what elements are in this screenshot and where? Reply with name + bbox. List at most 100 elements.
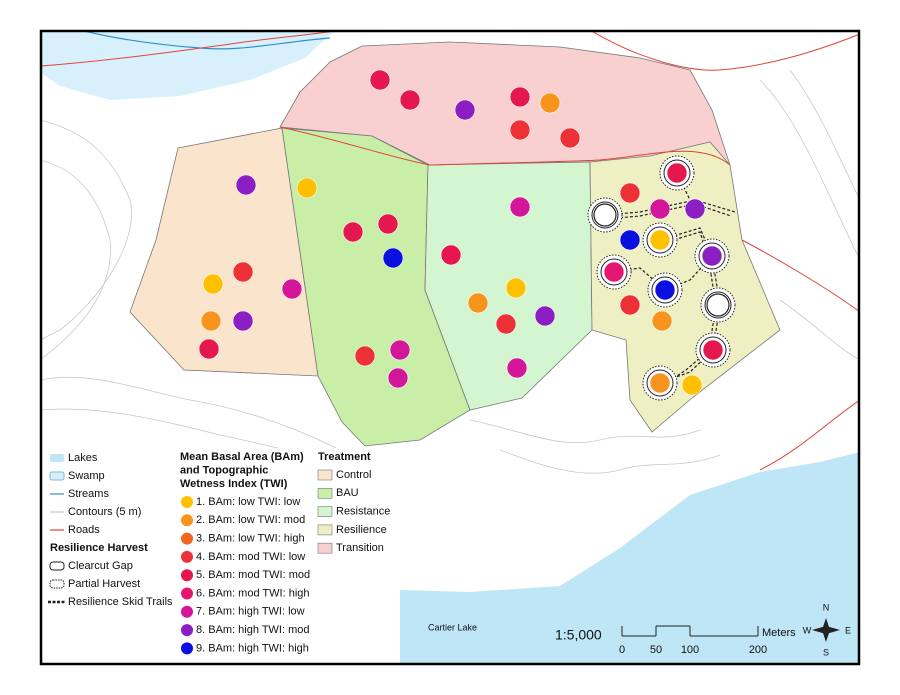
plot [649, 372, 671, 394]
legend-swatch [181, 532, 193, 545]
plots [198, 69, 736, 401]
legend-label: Lakes [68, 452, 98, 464]
partial-harvest-ring [699, 336, 727, 364]
legend-swatch [181, 550, 193, 563]
legend-label: Swamp [68, 470, 105, 482]
plot [377, 213, 399, 235]
plot [649, 198, 671, 220]
legend-swatch [181, 587, 193, 600]
scale-bar-line [622, 625, 758, 637]
legend-label: 8. BAm: high TWI: mod [196, 624, 310, 636]
plot [232, 261, 254, 283]
legend-label: 9. BAm: high TWI: high [196, 642, 309, 654]
scale-unit: Meters [762, 627, 796, 639]
plot [509, 196, 531, 218]
plot [509, 86, 531, 108]
legend-swatch [317, 506, 333, 517]
legend-swatch [181, 569, 193, 582]
legend-swatch [181, 496, 193, 508]
legend-label: 6. BAm: mod TWI: high [196, 587, 310, 599]
map-body: Cartier Lake [42, 32, 858, 663]
plot [534, 305, 556, 327]
partial-harvest-ring [646, 369, 674, 397]
plot [559, 127, 581, 149]
plot [619, 182, 641, 204]
legend-swatch [181, 605, 193, 618]
plot [506, 357, 528, 379]
plot [389, 339, 411, 361]
plot [651, 310, 673, 332]
plot [702, 339, 724, 361]
legend-swatch [317, 542, 333, 554]
plot [232, 310, 254, 332]
legend-swatch [181, 624, 193, 637]
plot [369, 69, 391, 91]
legend-label: 5. BAm: mod TWI: mod [196, 569, 310, 581]
legend-label: Transition [336, 542, 384, 554]
frame [39, 29, 861, 666]
west-label: W [803, 625, 812, 635]
plot [202, 273, 224, 295]
legend-label: 4. BAm: mod TWI: low [196, 551, 305, 563]
plot [399, 89, 421, 111]
plot [235, 174, 257, 196]
legend-swatch [317, 524, 333, 536]
legend-label: Resistance [336, 506, 390, 518]
partial-harvest-ring [704, 291, 732, 319]
legend-heading: Treatment [318, 451, 371, 463]
legend-label: Resilience [336, 524, 387, 536]
plot [387, 367, 409, 389]
plot [198, 338, 220, 360]
scale-ratio: 1:5,000 [555, 627, 602, 643]
plot [200, 310, 222, 332]
plot [382, 247, 404, 269]
partial-harvest-ring [698, 242, 726, 270]
east-label: E [845, 625, 851, 635]
clearcut-gap [706, 293, 730, 317]
plot [649, 229, 671, 251]
plot [701, 245, 723, 267]
plot [467, 292, 489, 314]
plot [654, 279, 676, 301]
scale-bar: 0 50 100 200 Meters [619, 625, 796, 656]
legend-heading: and Topographic [180, 464, 268, 476]
legend-label: Roads [68, 524, 100, 536]
lake-label: Cartier Lake [428, 622, 477, 632]
partial-harvest-ring [600, 258, 628, 286]
legend-swatch [317, 469, 333, 481]
legend-label: Control [336, 469, 371, 481]
swamp [42, 32, 333, 100]
plot [666, 162, 688, 184]
plot [342, 221, 364, 243]
plot [684, 198, 706, 220]
legend-background [42, 448, 398, 663]
plot [454, 99, 476, 121]
legend: Lakes Swamp Streams Contours (5 m) Roads Resi… [48, 451, 390, 655]
north-arrow: N S W E [803, 602, 851, 657]
plot [505, 277, 527, 299]
legend-label: BAU [336, 487, 359, 499]
zone-bau [281, 127, 471, 447]
legend-heading: Resilience Harvest [50, 542, 148, 554]
plot [539, 92, 561, 114]
legend-swatch [181, 642, 193, 655]
legend-label: 1. BAm: low TWI: low [196, 496, 300, 508]
plot [296, 177, 318, 199]
legend-label: Resilience Skid Trails [68, 596, 173, 608]
partial-harvest-ring [663, 159, 691, 187]
legend-swatch [181, 514, 193, 527]
legend-label: Clearcut Gap [68, 560, 133, 572]
plot [619, 294, 641, 316]
north-label: N [823, 602, 830, 612]
plot [509, 119, 531, 141]
plot [603, 261, 625, 283]
partial-harvest-ring [591, 201, 619, 229]
legend-label: 3. BAm: low TWI: high [196, 533, 305, 545]
south-label: S [823, 647, 829, 657]
partial-harvest-ring [651, 276, 679, 304]
plot [440, 244, 462, 266]
legend-swatch [49, 561, 65, 571]
plot [681, 374, 703, 396]
scale-tick-label: 50 [650, 644, 662, 656]
legend-swatch [50, 454, 64, 462]
